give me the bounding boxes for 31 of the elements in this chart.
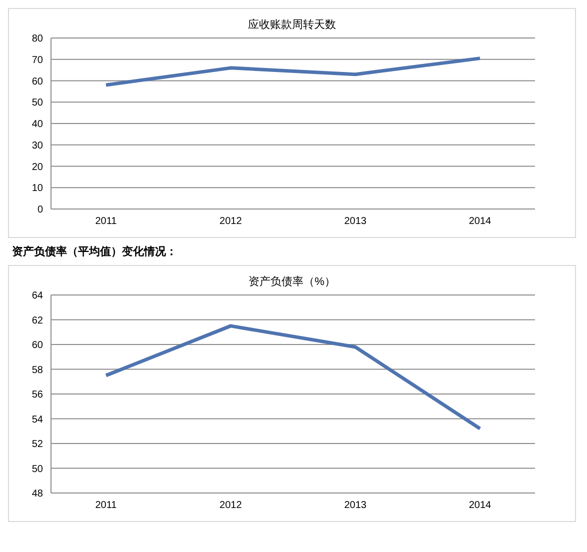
y-tick-label: 58 — [32, 364, 44, 376]
y-tick-label: 50 — [32, 464, 44, 475]
x-tick-label: 2011 — [95, 500, 118, 512]
x-tick-label: 2012 — [220, 500, 242, 512]
y-tick-label: 52 — [32, 439, 44, 450]
x-tick-label: 2013 — [344, 216, 367, 228]
y-tick-label: 40 — [32, 119, 44, 130]
y-tick-label: 20 — [32, 162, 44, 173]
y-tick-label: 48 — [32, 488, 44, 500]
y-tick-label: 60 — [32, 340, 44, 352]
y-tick-label: 56 — [32, 390, 44, 401]
y-tick-label: 60 — [32, 76, 44, 88]
y-tick-label: 70 — [32, 54, 44, 66]
y-tick-label: 30 — [32, 140, 44, 152]
y-tick-label: 50 — [32, 98, 44, 109]
x-tick-label: 2012 — [220, 216, 242, 228]
chart-title: 资产负债率（%） — [248, 274, 336, 289]
chart-title: 应收账款周转天数 — [247, 18, 337, 32]
y-tick-label: 0 — [37, 204, 44, 216]
x-tick-label: 2014 — [468, 500, 492, 512]
y-tick-label: 10 — [32, 183, 44, 194]
x-tick-label: 2013 — [344, 500, 367, 512]
text: 资产负债率（平均值）变化情况： — [11, 244, 178, 260]
y-tick-label: 62 — [32, 315, 44, 326]
x-tick-label: 2014 — [468, 216, 492, 228]
x-tick-label: 2011 — [95, 216, 118, 228]
y-tick-label: 80 — [32, 34, 44, 45]
line-series — [104, 324, 482, 430]
line-series — [104, 56, 482, 87]
y-tick-label: 64 — [32, 290, 44, 302]
y-tick-label: 54 — [32, 414, 44, 426]
